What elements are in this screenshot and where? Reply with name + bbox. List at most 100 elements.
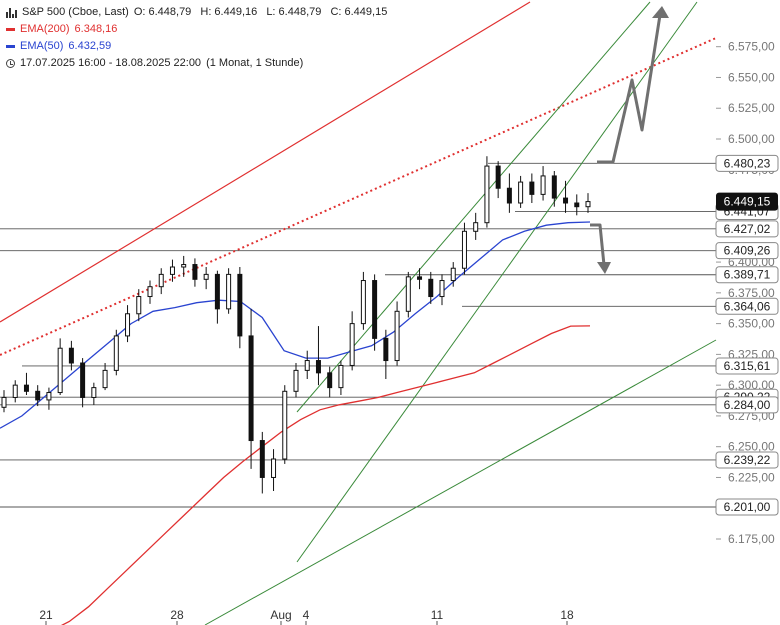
candle-body — [214, 273, 220, 310]
legend-ema50-label: EMA(50) — [20, 40, 64, 52]
candle-body — [102, 369, 108, 389]
candle-body — [12, 384, 18, 398]
level-price-label: 6.315,61 — [724, 359, 771, 373]
bullish-scenario-arrow — [597, 14, 662, 164]
y-tick-label: 6.375,00 — [728, 286, 775, 300]
candle-body — [91, 387, 97, 398]
candle-body — [473, 222, 479, 232]
candle-body — [113, 335, 119, 371]
y-tick-label: 6.575,00 — [728, 40, 775, 54]
legend-symbol: S&P 500 (Cboe, Last) — [22, 6, 129, 18]
bullish-arrowhead — [652, 6, 669, 18]
candle-body — [203, 273, 209, 280]
candle-body — [136, 296, 142, 315]
candle-body — [181, 264, 187, 268]
legend-open: O: 6.448,79 — [133, 6, 192, 18]
bearish-arrowhead — [597, 262, 611, 274]
x-tick-label: 4 — [303, 608, 310, 622]
legend-ema50-value: 6.432,59 — [68, 40, 112, 52]
level-price-label: 6.239,22 — [724, 453, 771, 467]
channel-lower-line — [204, 339, 717, 625]
candle-body — [495, 165, 501, 189]
x-tick-label: 18 — [560, 608, 574, 622]
legend-ohlc: O: 6.448,79 H: 6.449,16 L: 6.448,79 C: 6… — [134, 4, 394, 21]
y-tick-label: 6.500,00 — [728, 132, 775, 146]
y-tick-label: 6.525,00 — [728, 101, 775, 115]
x-tick-label: 28 — [170, 608, 184, 622]
candle-body — [46, 392, 52, 401]
candle-body — [327, 372, 333, 389]
level-price-label: 6.480,23 — [724, 156, 771, 170]
legend-row-symbol: S&P 500 (Cboe, Last) O: 6.448,79 H: 6.44… — [6, 4, 393, 21]
level-price-label: 6.427,02 — [724, 222, 771, 236]
candle-body — [226, 273, 232, 310]
candle-body — [574, 202, 580, 208]
candle-body — [383, 337, 389, 362]
ema50-swatch — [6, 45, 15, 48]
candle-body — [461, 230, 467, 269]
level-price-label: 6.284,00 — [724, 398, 771, 412]
legend-range: 17.07.2025 16:00 - 18.08.2025 22:00 — [20, 57, 202, 69]
clock-icon — [6, 59, 15, 68]
candle-body — [192, 264, 198, 280]
candle-body — [125, 313, 131, 337]
candle-body — [237, 273, 243, 337]
legend-high: H: 6.449,16 — [200, 6, 258, 18]
candle-body — [405, 276, 411, 312]
candle-body — [248, 335, 254, 442]
candle-body — [417, 276, 423, 280]
candle-body — [147, 286, 153, 298]
legend-row-ema50: EMA(50) 6.432,59 — [6, 38, 393, 55]
candle-body — [450, 267, 456, 282]
x-tick-label: 21 — [39, 608, 53, 622]
bearish-scenario-arrow — [590, 223, 606, 266]
level-price-tag — [715, 357, 779, 375]
candle-body — [282, 390, 288, 460]
ema200-line — [60, 325, 591, 625]
red-dotted-trendline — [0, 37, 717, 356]
candle-body — [23, 384, 29, 392]
level-price-tag — [715, 451, 779, 469]
level-price-label: 6.409,26 — [724, 244, 771, 258]
level-price-tag — [715, 266, 779, 284]
candle-body — [293, 369, 299, 392]
current-price-tag — [716, 192, 778, 211]
x-tick-label: Aug — [270, 608, 291, 622]
candle-body — [428, 278, 434, 298]
y-tick-label: 6.225,00 — [728, 470, 775, 484]
y-tick-label: 6.350,00 — [728, 317, 775, 331]
ema50-line — [0, 221, 591, 429]
chart-legend: S&P 500 (Cboe, Last) O: 6.448,79 H: 6.44… — [6, 4, 393, 72]
level-price-tag — [715, 396, 779, 414]
candle-body — [1, 396, 7, 408]
channel-upper-line — [296, 1, 651, 413]
level-price-tag — [715, 154, 779, 172]
candle-body — [372, 280, 378, 339]
legend-row-ema200: EMA(200) 6.348,16 — [6, 21, 393, 38]
candle-body — [585, 201, 591, 208]
candle-body — [439, 280, 445, 298]
legend-interval: (1 Monat, 1 Stunde) — [206, 57, 304, 69]
candle-body — [338, 364, 344, 389]
y-tick-label: 6.300,00 — [728, 378, 775, 392]
level-price-label: 6.389,71 — [724, 268, 771, 282]
y-tick-label: 6.550,00 — [728, 70, 775, 84]
candle-body — [315, 360, 321, 374]
y-tick-label: 6.250,00 — [728, 440, 775, 454]
level-price-label: 6.201,00 — [724, 500, 771, 514]
legend-row-range: 17.07.2025 16:00 - 18.08.2025 22:00 (1 M… — [6, 55, 393, 72]
candle-body — [551, 175, 557, 199]
candle-body — [360, 280, 366, 325]
candle-body — [563, 197, 569, 204]
level-price-label: 6.364,06 — [724, 299, 771, 313]
legend-ema200-value: 6.348,16 — [74, 23, 118, 35]
candle-body — [394, 310, 400, 362]
candle-body — [57, 347, 63, 394]
upper-red-trendline — [0, 1, 531, 323]
level-price-tag — [715, 220, 779, 238]
candle-body — [68, 347, 74, 364]
legend-ema200-label: EMA(200) — [20, 23, 70, 35]
x-tick-label: 11 — [431, 608, 444, 622]
candle-body — [540, 175, 546, 195]
